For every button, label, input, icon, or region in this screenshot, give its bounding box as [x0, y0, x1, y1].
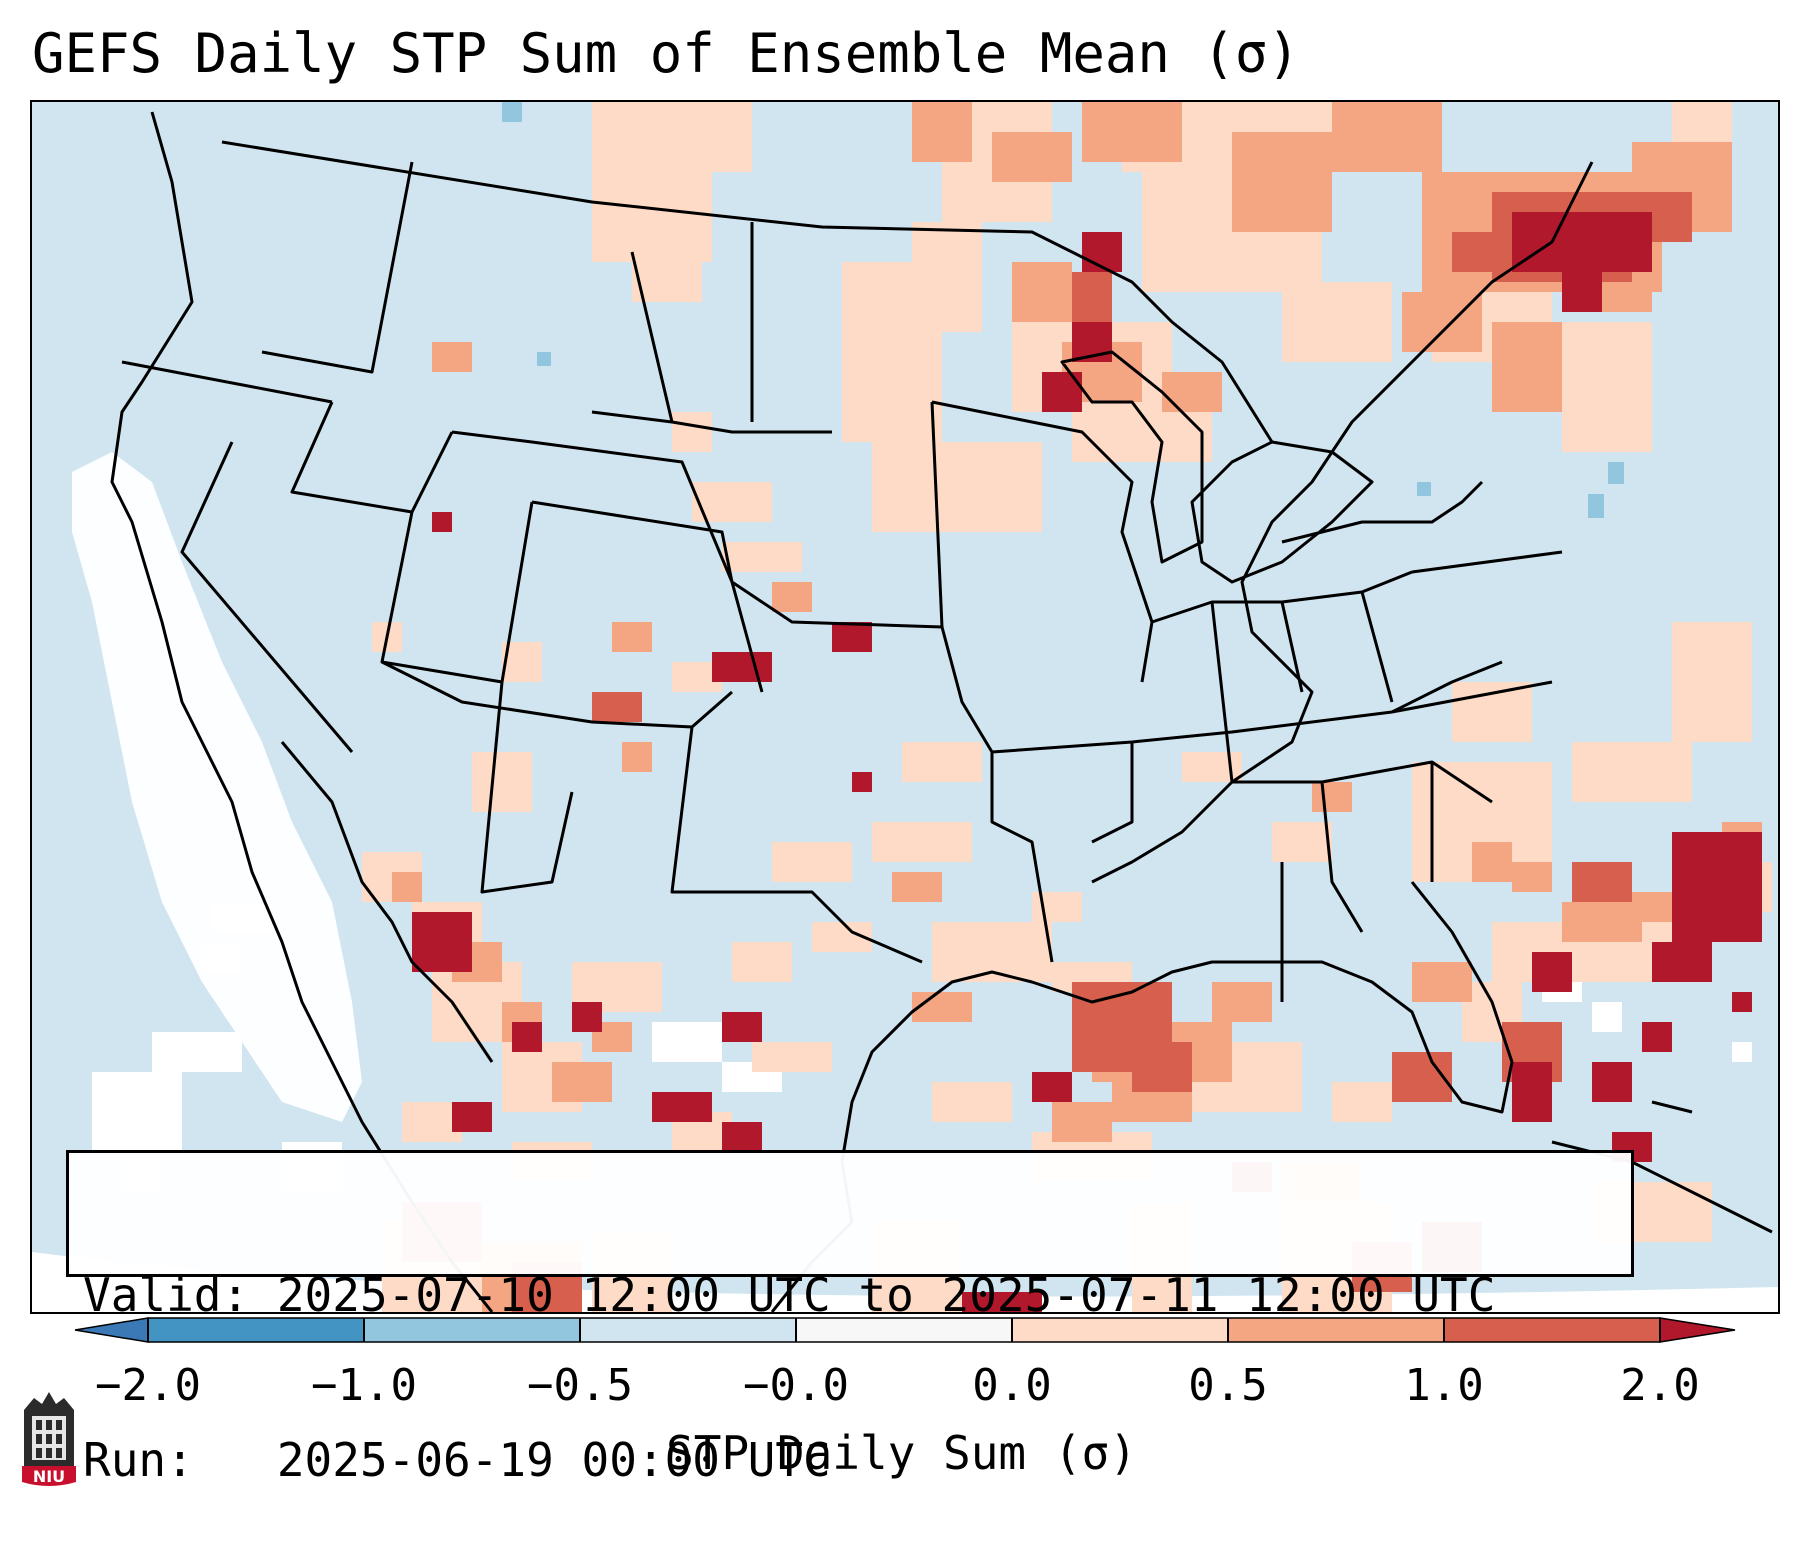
- run-time-text: Run: 2025-06-19 00:00 UTC: [83, 1433, 831, 1487]
- boundary-lines: [110, 111, 1773, 1312]
- valid-time-text: Valid: 2025-07-10 12:00 UTC to 2025-07-1…: [83, 1268, 1496, 1322]
- colorbar-segment-neg05-0: [580, 1318, 796, 1342]
- chart-title: GEFS Daily STP Sum of Ensemble Mean (σ): [32, 22, 1300, 85]
- colorbar-extend-high: [1659, 1317, 1736, 1343]
- colorbar-tick-label: −0.5: [527, 1360, 633, 1411]
- colorbar-segment-0-05: [1012, 1318, 1228, 1342]
- colorbar: [74, 1317, 1736, 1343]
- colorbar-segment-zero: [796, 1318, 1012, 1342]
- colorbar-tick-marks: [147, 1318, 1661, 1342]
- missing-data-cells: [72, 452, 1752, 1192]
- niu-logo-graphic: [22, 1392, 76, 1486]
- colorbar-extend-low: [74, 1317, 149, 1343]
- anomaly-cells-negative: [502, 102, 1624, 518]
- niu-logo-text: NIU: [32, 1467, 66, 1486]
- colorbar-label: STP Daily Sum (σ): [666, 1426, 1137, 1480]
- niu-logo: NIU: [20, 1390, 78, 1490]
- colorbar-tick-label: 0.5: [1188, 1360, 1268, 1411]
- colorbar-tick-label: 1.0: [1404, 1360, 1484, 1411]
- colorbar-segment-1-2: [1444, 1318, 1660, 1342]
- colorbar-tick-label: 0.0: [972, 1360, 1052, 1411]
- colorbar-segment-05-1: [1228, 1318, 1444, 1342]
- map-svg: [32, 102, 1778, 1312]
- canada-border: [221, 140, 1274, 443]
- east-coastline: [1091, 161, 1594, 884]
- baja-coastline: [280, 741, 494, 1063]
- gulf-coastline: [840, 960, 1272, 1223]
- colorbar-tick-label: −1.0: [311, 1360, 417, 1411]
- state-lines: [121, 161, 1563, 1002]
- great-lakes: [1060, 350, 1484, 584]
- map-panel: [30, 100, 1780, 1314]
- valid-run-info-box: Valid: 2025-07-10 12:00 UTC to 2025-07-1…: [66, 1150, 1634, 1487]
- florida-coastline: [1272, 881, 1514, 1114]
- colorbar-tick-label: −2.0: [95, 1360, 201, 1411]
- colorbar-tick-label: −0.0: [743, 1360, 849, 1411]
- colorbar-segment-neg1-neg05: [364, 1318, 580, 1342]
- colorbar-tick-label: 2.0: [1620, 1360, 1700, 1411]
- pacific-coastline: [110, 111, 494, 1312]
- colorbar-segment-neg2-neg1: [148, 1318, 364, 1342]
